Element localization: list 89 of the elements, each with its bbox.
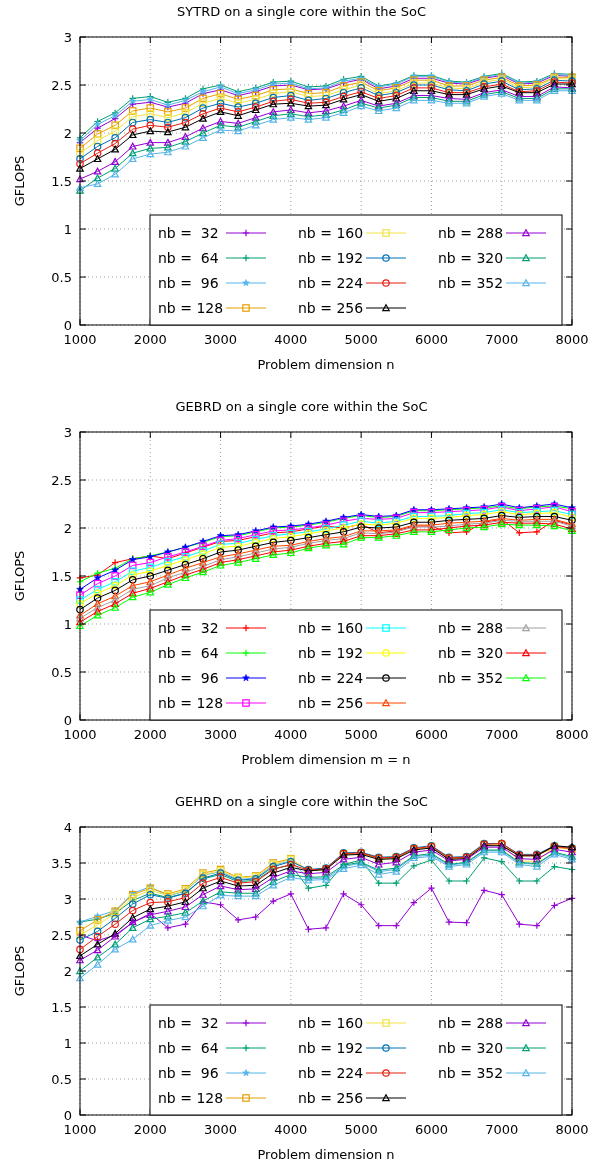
x-tick-label: 8000 (555, 727, 589, 742)
x-tick-label: 2000 (133, 1122, 167, 1137)
y-axis-title: GFLOPS (12, 550, 27, 602)
x-tick-label: 8000 (555, 332, 589, 347)
legend-label: nb = 352 (438, 670, 504, 686)
x-axis-title: Problem dimension n (257, 357, 395, 372)
y-tick-label: 4 (63, 820, 72, 835)
legend-label: nb = 160 (298, 1015, 364, 1031)
legend-label: nb = 288 (438, 620, 504, 636)
x-tick-label: 4000 (274, 727, 308, 742)
legend-label: nb = 224 (298, 275, 364, 291)
legend-label: nb = 128 (158, 300, 224, 316)
legend-label: nb = 32 (158, 620, 219, 636)
y-tick-label: 0.5 (51, 665, 72, 680)
legend-label: nb = 256 (298, 1090, 364, 1106)
legend-label: nb = 288 (438, 225, 504, 241)
legend-label: nb = 64 (158, 250, 219, 266)
x-tick-label: 6000 (414, 727, 448, 742)
legend-label: nb = 32 (158, 225, 219, 241)
y-tick-label: 3 (63, 30, 72, 45)
y-tick-label: 2 (63, 521, 72, 536)
y-tick-label: 1.5 (51, 174, 72, 189)
legend-label: nb = 320 (438, 1040, 504, 1056)
y-tick-label: 0 (63, 713, 72, 728)
y-tick-label: 1 (63, 1036, 72, 1051)
y-axis-title: GFLOPS (12, 155, 27, 207)
legend-label: nb = 192 (298, 645, 364, 661)
legend-label: nb = 128 (158, 1090, 224, 1106)
legend-label: nb = 64 (158, 1040, 219, 1056)
x-tick-label: 5000 (344, 332, 378, 347)
legend-label: nb = 96 (158, 1065, 219, 1081)
x-tick-label: 1000 (63, 727, 97, 742)
legend-label: nb = 192 (298, 250, 364, 266)
y-tick-label: 1 (63, 222, 72, 237)
x-tick-label: 3000 (204, 332, 238, 347)
x-tick-label: 3000 (204, 727, 238, 742)
y-tick-label: 3.5 (51, 856, 72, 871)
legend-label: nb = 32 (158, 1015, 219, 1031)
y-tick-label: 2.5 (51, 78, 72, 93)
y-tick-label: 0 (63, 318, 72, 333)
legend-label: nb = 128 (158, 695, 224, 711)
y-tick-label: 2.5 (51, 473, 72, 488)
chart-title: SYTRD on a single core within the SoC (177, 4, 426, 19)
chart-title: GEBRD on a single core within the SoC (175, 399, 428, 414)
x-tick-label: 1000 (63, 332, 97, 347)
y-tick-label: 0 (63, 1108, 72, 1123)
x-axis-title: Problem dimension n (257, 1147, 395, 1162)
y-tick-label: 3 (63, 425, 72, 440)
y-tick-label: 2.5 (51, 928, 72, 943)
y-axis-title: GFLOPS (12, 945, 27, 997)
y-tick-label: 0.5 (51, 270, 72, 285)
legend-label: nb = 96 (158, 275, 219, 291)
x-tick-label: 8000 (555, 1122, 589, 1137)
legend-label: nb = 160 (298, 225, 364, 241)
legend-label: nb = 64 (158, 645, 219, 661)
legend-label: nb = 160 (298, 620, 364, 636)
legend-label: nb = 256 (298, 300, 364, 316)
y-tick-label: 1.5 (51, 569, 72, 584)
x-axis-title: Problem dimension m = n (241, 752, 411, 767)
x-tick-label: 3000 (204, 1122, 238, 1137)
legend-label: nb = 224 (298, 670, 364, 686)
y-tick-label: 3 (63, 892, 72, 907)
y-tick-label: 0.5 (51, 1072, 72, 1087)
legend-label: nb = 320 (438, 645, 504, 661)
legend-label: nb = 288 (438, 1015, 504, 1031)
y-tick-label: 1.5 (51, 1000, 72, 1015)
x-tick-label: 2000 (133, 727, 167, 742)
y-tick-label: 2 (63, 964, 72, 979)
legend-label: nb = 320 (438, 250, 504, 266)
x-tick-label: 7000 (485, 727, 519, 742)
legend-label: nb = 256 (298, 695, 364, 711)
legend-label: nb = 224 (298, 1065, 364, 1081)
x-tick-label: 6000 (414, 332, 448, 347)
legend-label: nb = 192 (298, 1040, 364, 1056)
y-tick-label: 2 (63, 126, 72, 141)
x-tick-label: 6000 (414, 1122, 448, 1137)
chart-title: GEHRD on a single core within the SoC (175, 794, 428, 809)
legend-label: nb = 96 (158, 670, 219, 686)
x-tick-label: 7000 (485, 1122, 519, 1137)
x-tick-label: 4000 (274, 1122, 308, 1137)
x-tick-label: 1000 (63, 1122, 97, 1137)
x-tick-label: 5000 (344, 727, 378, 742)
x-tick-label: 4000 (274, 332, 308, 347)
legend-label: nb = 352 (438, 275, 504, 291)
x-tick-label: 2000 (133, 332, 167, 347)
legend-label: nb = 352 (438, 1065, 504, 1081)
y-tick-label: 1 (63, 617, 72, 632)
x-tick-label: 7000 (485, 332, 519, 347)
x-tick-label: 5000 (344, 1122, 378, 1137)
